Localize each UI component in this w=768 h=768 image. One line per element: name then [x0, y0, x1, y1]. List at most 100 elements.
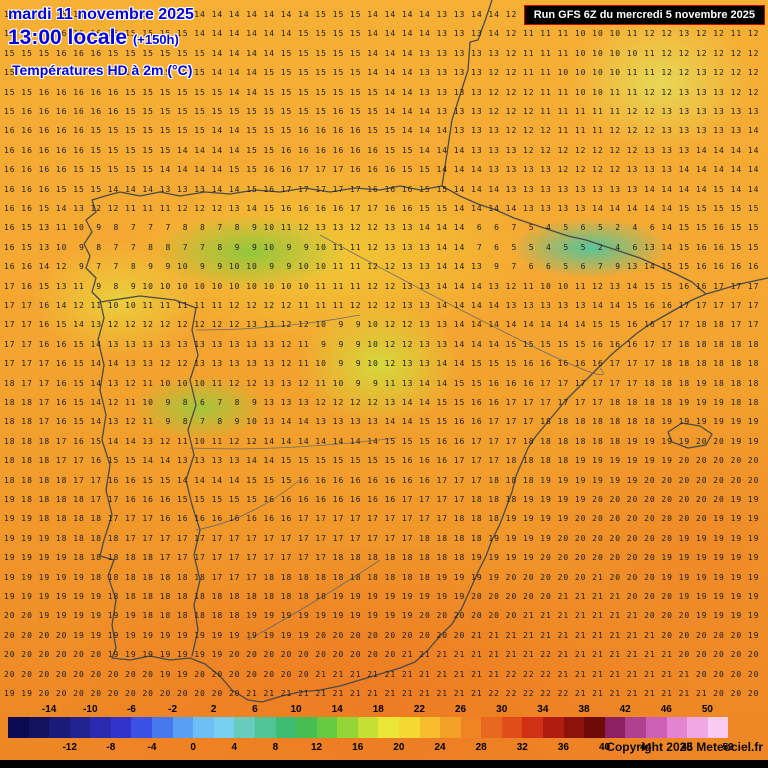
scale-segment — [481, 717, 502, 738]
scale-segment — [254, 717, 276, 738]
temperature-row: 15 15 15 16 16 16 15 15 15 15 15 14 14 1… — [4, 29, 760, 39]
temperature-row: 16 16 16 16 16 15 15 15 15 15 15 15 14 1… — [4, 126, 760, 136]
temperature-scale: -14 -10 -6 -2 2 6 10 14 18 22 26 30 34 38 42 46 50 -12 -8… — [8, 704, 734, 756]
scale-label: 34 — [537, 704, 549, 715]
scale-bar — [8, 717, 729, 738]
scale-segment — [563, 717, 585, 738]
temperature-row: 18 18 18 17 17 16 15 15 14 14 13 13 13 1… — [4, 456, 760, 466]
scale-segment — [275, 717, 297, 738]
temperature-row: 16 16 14 12 9 7 7 8 9 9 10 9 9 10 10 9 9… — [4, 262, 760, 272]
scale-label: 24 — [434, 742, 446, 753]
scale-label: 46 — [660, 704, 672, 715]
scale-segment — [357, 717, 379, 738]
scale-label: 40 — [599, 742, 611, 753]
scale-label: -6 — [126, 704, 136, 715]
temperature-row: 15 15 16 16 16 16 15 15 15 15 15 15 14 1… — [4, 68, 760, 78]
scale-label: -14 — [41, 704, 57, 715]
scale-label: 12 — [311, 742, 323, 753]
run-info-box: Run GFS 6Z du mercredi 5 novembre 2025 — [523, 5, 765, 25]
scale-label: -4 — [147, 742, 157, 753]
temperature-row: 16 16 16 16 16 15 15 15 15 15 14 14 14 1… — [4, 145, 760, 155]
temperature-row: 19 19 19 18 18 18 18 17 17 17 17 17 17 1… — [4, 533, 760, 543]
scale-label: -2 — [168, 704, 178, 715]
scale-label: -8 — [106, 742, 116, 753]
scale-segment — [49, 717, 70, 738]
scale-segment — [234, 717, 255, 738]
scale-label: 26 — [455, 704, 467, 715]
temperature-row: 19 19 20 20 20 20 20 20 20 20 20 20 20 2… — [4, 689, 760, 698]
forecast-offset: (+150h) — [132, 32, 179, 47]
scale-segment — [645, 717, 667, 738]
temperature-row: 18 18 17 16 15 14 12 11 10 9 8 6 7 8 9 1… — [4, 398, 760, 407]
scale-segment — [543, 717, 564, 738]
temperature-row: 18 17 17 16 15 14 13 12 11 10 10 10 11 1… — [4, 378, 760, 388]
temperature-row: 16 16 16 15 15 15 14 14 14 13 13 13 14 1… — [4, 184, 760, 194]
tajo-river — [189, 437, 397, 450]
scale-segment — [419, 717, 441, 738]
temperature-row: 16 15 13 11 10 9 8 7 7 7 8 8 7 8 9 10 11… — [4, 223, 760, 233]
temperature-row: 19 19 19 19 19 19 18 18 18 18 18 18 18 1… — [4, 592, 760, 601]
scale-segment — [152, 717, 173, 738]
scale-segment — [131, 717, 153, 738]
temperature-row: 17 17 16 15 14 13 12 12 12 12 12 12 12 1… — [4, 320, 760, 330]
scale-label: 4 — [231, 742, 238, 753]
scale-segment — [625, 717, 646, 738]
scale-label: 0 — [190, 742, 196, 753]
copyright-label: Copyright 2025 Meteociel.fr — [606, 740, 763, 754]
temperature-row: 15 15 16 16 16 16 16 15 15 15 15 15 15 1… — [4, 87, 760, 97]
scale-segment — [337, 717, 358, 738]
scale-segment — [110, 717, 132, 738]
mallorca-island — [667, 422, 713, 449]
scale-label: 32 — [516, 742, 528, 753]
scale-label: 2 — [210, 704, 217, 715]
bottom-strip — [0, 760, 768, 768]
scale-labels-bottom: -12 -8 -4 0 4 8 12 16 20 24 28 32 36 40 44 48 52 — [8, 742, 733, 754]
scale-segment — [8, 717, 29, 738]
scale-segment — [584, 717, 605, 738]
temperature-row: 16 16 16 16 15 15 15 15 15 14 14 14 14 1… — [4, 165, 760, 175]
scale-segment — [707, 717, 729, 738]
scale-label: 22 — [413, 704, 425, 715]
scale-segment — [687, 717, 708, 738]
guadiana-river — [195, 479, 301, 531]
scale-label: 48 — [681, 742, 693, 753]
run-info-label: Run GFS 6Z du mercredi 5 novembre 2025 — [533, 9, 755, 21]
scale-label: 42 — [619, 704, 631, 715]
temperature-row: 17 17 16 16 15 14 13 13 13 13 13 13 13 1… — [4, 339, 760, 349]
temperature-row: 20 20 19 19 19 19 19 19 18 18 18 18 18 1… — [4, 611, 760, 621]
scale-label: 44 — [640, 742, 652, 753]
scale-label: -12 — [62, 742, 77, 753]
scale-label: 30 — [496, 704, 508, 715]
temperature-row: 20 20 20 20 20 20 19 19 19 19 19 19 19 2… — [4, 650, 760, 660]
temperature-row: 20 20 20 20 19 19 19 19 19 19 19 19 19 1… — [4, 630, 760, 640]
temperature-row: 15 16 16 16 16 16 16 15 15 15 15 15 15 1… — [4, 107, 760, 116]
forecast-time: 13:00 locale — [8, 26, 128, 49]
temperature-row: 16 16 15 14 13 12 12 11 11 11 12 12 12 1… — [4, 204, 760, 213]
scale-label: 14 — [331, 704, 343, 715]
scale-label: 8 — [272, 742, 279, 753]
temperature-row: 18 18 17 16 15 14 13 12 11 9 8 7 8 9 10 … — [4, 417, 760, 427]
scale-segment — [90, 717, 111, 738]
scale-segment — [501, 717, 523, 738]
scale-segment — [213, 717, 235, 738]
scale-labels-top: -14 -10 -6 -2 2 6 10 14 18 22 26 30 34 38 42 46 50 — [8, 704, 728, 716]
scale-segment — [296, 717, 317, 738]
temperature-row: 19 19 19 19 18 18 18 18 18 17 17 17 17 1… — [4, 553, 760, 563]
scale-label: 52 — [722, 742, 734, 753]
scale-label: 50 — [701, 704, 713, 715]
temperature-row: 20 20 20 20 20 20 20 20 20 19 19 20 20 2… — [4, 669, 760, 679]
scale-label: 16 — [352, 742, 364, 753]
scale-label: 20 — [393, 742, 405, 753]
scale-segment — [666, 717, 688, 738]
scale-segment — [440, 717, 461, 738]
temperature-row: 19 19 18 18 18 18 17 17 17 16 16 16 16 1… — [4, 514, 760, 524]
scale-label: 10 — [290, 704, 302, 715]
scale-segment — [193, 717, 214, 738]
scale-segment — [522, 717, 544, 738]
temperature-row: 17 17 16 14 12 11 10 10 11 11 11 11 11 1… — [4, 301, 760, 310]
scale-segment — [69, 717, 91, 738]
map-header: mardi 11 novembre 2025 13:00 locale (+15… — [8, 6, 194, 78]
